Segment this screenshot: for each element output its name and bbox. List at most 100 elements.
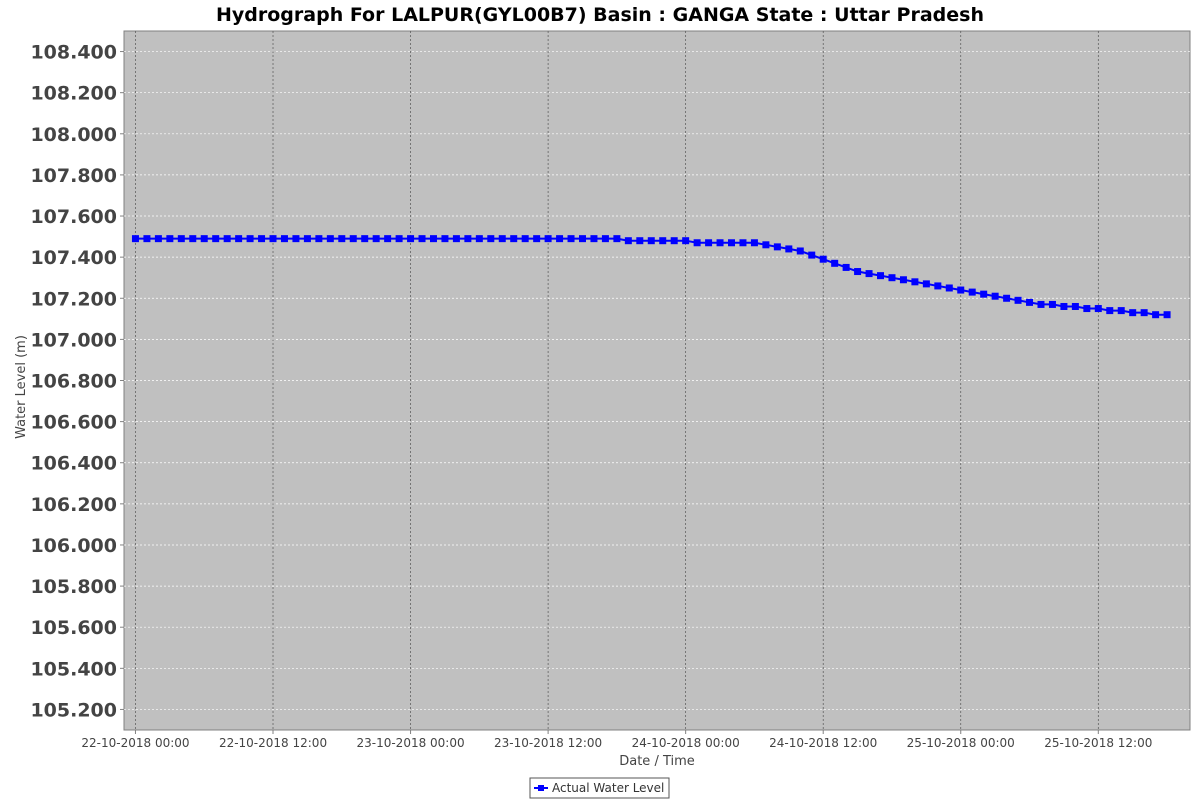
data-point bbox=[636, 237, 644, 245]
y-tick-label: 107.800 bbox=[30, 165, 117, 187]
data-point bbox=[1048, 300, 1056, 308]
data-point bbox=[280, 235, 288, 243]
y-tick-label: 105.200 bbox=[30, 699, 117, 721]
legend: Actual Water Level bbox=[529, 777, 670, 799]
data-point bbox=[464, 235, 472, 243]
y-tick-label: 105.400 bbox=[30, 658, 117, 680]
data-point bbox=[705, 239, 713, 247]
data-point bbox=[647, 237, 655, 245]
data-point bbox=[418, 235, 426, 243]
data-point bbox=[659, 237, 667, 245]
data-point bbox=[1117, 307, 1125, 315]
data-point bbox=[899, 276, 907, 284]
data-point bbox=[521, 235, 529, 243]
data-point bbox=[487, 235, 495, 243]
data-point bbox=[1083, 305, 1091, 313]
data-point bbox=[533, 235, 541, 243]
x-axis-label: Date / Time bbox=[619, 754, 695, 769]
y-tick-label: 107.000 bbox=[30, 329, 117, 351]
y-gridlines bbox=[124, 51, 1190, 710]
data-point bbox=[166, 235, 174, 243]
data-point bbox=[235, 235, 243, 243]
x-tick-label: 23-10-2018 12:00 bbox=[494, 736, 602, 750]
data-point bbox=[407, 235, 415, 243]
data-point bbox=[682, 237, 690, 245]
y-tick-label: 105.800 bbox=[30, 576, 117, 598]
x-tick-label: 22-10-2018 00:00 bbox=[81, 736, 189, 750]
x-tick-label: 22-10-2018 12:00 bbox=[219, 736, 327, 750]
data-point bbox=[578, 235, 586, 243]
data-point bbox=[1037, 300, 1045, 308]
data-point bbox=[716, 239, 724, 247]
data-point bbox=[1094, 305, 1102, 313]
data-point bbox=[613, 235, 621, 243]
data-point bbox=[544, 235, 552, 243]
data-point bbox=[315, 235, 323, 243]
data-point bbox=[922, 280, 930, 288]
data-point bbox=[1026, 298, 1034, 306]
x-gridlines bbox=[135, 31, 1099, 730]
data-point bbox=[1163, 311, 1171, 319]
y-tick-label: 106.400 bbox=[30, 453, 117, 475]
data-point bbox=[349, 235, 357, 243]
series-points-group bbox=[131, 235, 1171, 319]
y-tick-label: 108.000 bbox=[30, 124, 117, 146]
data-point bbox=[189, 235, 197, 243]
data-point bbox=[842, 263, 850, 271]
data-point bbox=[785, 245, 793, 253]
x-tick-label: 24-10-2018 12:00 bbox=[769, 736, 877, 750]
data-point bbox=[441, 235, 449, 243]
x-tick-label: 25-10-2018 12:00 bbox=[1044, 736, 1152, 750]
data-point bbox=[877, 272, 885, 280]
data-point bbox=[762, 241, 770, 249]
data-point bbox=[865, 270, 873, 278]
data-point bbox=[429, 235, 437, 243]
data-point bbox=[624, 237, 632, 245]
y-axis-label: Water Level (m) bbox=[14, 335, 29, 439]
data-point bbox=[590, 235, 598, 243]
data-point bbox=[693, 239, 701, 247]
data-point bbox=[556, 235, 564, 243]
data-point bbox=[212, 235, 220, 243]
data-point bbox=[1014, 296, 1022, 304]
data-point bbox=[934, 282, 942, 290]
data-point bbox=[338, 235, 346, 243]
data-point bbox=[670, 237, 678, 245]
data-point bbox=[1152, 311, 1160, 319]
data-point bbox=[510, 235, 518, 243]
data-point bbox=[854, 268, 862, 276]
data-point bbox=[739, 239, 747, 247]
data-point bbox=[567, 235, 575, 243]
data-point bbox=[728, 239, 736, 247]
legend-marker bbox=[538, 785, 544, 791]
y-tick-label: 107.600 bbox=[30, 206, 117, 228]
x-axis-ticks: 22-10-2018 00:00 22-10-2018 12:00 23-10-20… bbox=[81, 730, 1152, 750]
data-point bbox=[1106, 307, 1114, 315]
data-point bbox=[601, 235, 609, 243]
x-tick-label: 24-10-2018 00:00 bbox=[632, 736, 740, 750]
data-point bbox=[968, 288, 976, 296]
data-point bbox=[269, 235, 277, 243]
data-point bbox=[143, 235, 151, 243]
data-point bbox=[957, 286, 965, 294]
data-point bbox=[475, 235, 483, 243]
y-tick-label: 106.200 bbox=[30, 494, 117, 516]
data-point bbox=[292, 235, 300, 243]
data-point bbox=[945, 284, 953, 292]
data-point bbox=[361, 235, 369, 243]
data-point bbox=[246, 235, 254, 243]
data-point bbox=[808, 251, 816, 259]
data-point bbox=[1129, 309, 1137, 317]
data-point bbox=[223, 235, 231, 243]
y-tick-label: 106.800 bbox=[30, 371, 117, 393]
data-point bbox=[303, 235, 311, 243]
data-point bbox=[384, 235, 392, 243]
legend-box bbox=[529, 777, 670, 799]
data-point bbox=[991, 292, 999, 300]
y-tick-label: 105.600 bbox=[30, 617, 117, 639]
data-point bbox=[154, 235, 162, 243]
data-point bbox=[1071, 302, 1079, 310]
data-point bbox=[1140, 309, 1148, 317]
data-point bbox=[1003, 294, 1011, 302]
